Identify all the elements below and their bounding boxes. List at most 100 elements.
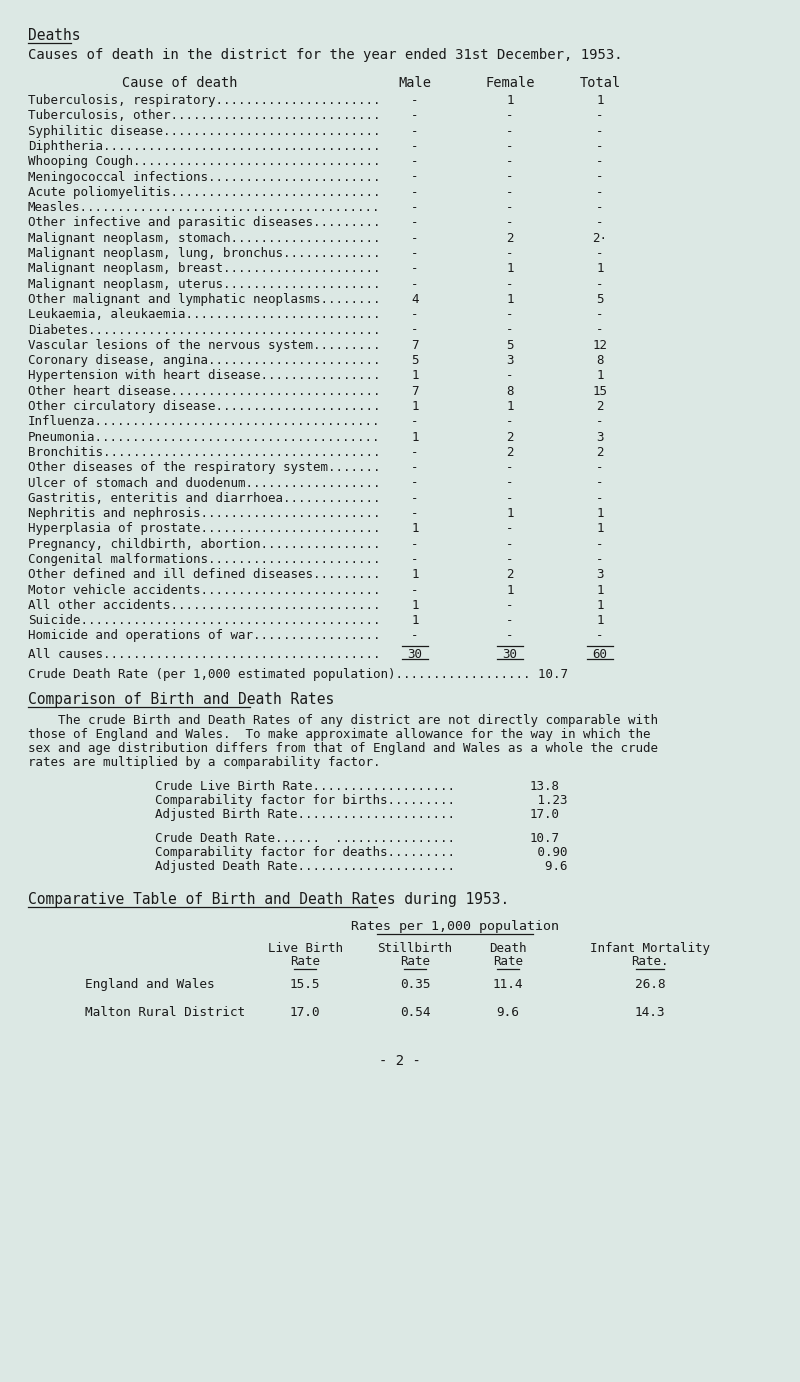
Text: Gastritis, enteritis and diarrhoea.............: Gastritis, enteritis and diarrhoea......… bbox=[28, 492, 381, 504]
Text: 13.8: 13.8 bbox=[530, 779, 560, 793]
Text: -: - bbox=[411, 124, 418, 138]
Text: 1: 1 bbox=[596, 583, 604, 597]
Text: -: - bbox=[411, 323, 418, 336]
Text: -: - bbox=[506, 140, 514, 153]
Text: Rates per 1,000 population: Rates per 1,000 population bbox=[351, 920, 559, 933]
Text: -: - bbox=[506, 598, 514, 612]
Text: All causes.....................................: All causes..............................… bbox=[28, 648, 381, 661]
Text: -: - bbox=[596, 462, 604, 474]
Text: 1: 1 bbox=[596, 263, 604, 275]
Text: Malignant neoplasm, lung, bronchus.............: Malignant neoplasm, lung, bronchus......… bbox=[28, 247, 381, 260]
Text: Tuberculosis, respiratory......................: Tuberculosis, respiratory...............… bbox=[28, 94, 381, 106]
Text: -: - bbox=[506, 109, 514, 122]
Text: -: - bbox=[596, 109, 604, 122]
Text: 2: 2 bbox=[596, 446, 604, 459]
Text: 30: 30 bbox=[502, 648, 518, 661]
Text: Rate.: Rate. bbox=[631, 955, 669, 967]
Text: 0.35: 0.35 bbox=[400, 978, 430, 991]
Text: -: - bbox=[506, 553, 514, 567]
Text: -: - bbox=[506, 185, 514, 199]
Text: -: - bbox=[411, 629, 418, 643]
Text: 1: 1 bbox=[506, 293, 514, 305]
Text: Nephritis and nephrosis........................: Nephritis and nephrosis.................… bbox=[28, 507, 381, 520]
Text: Congenital malformations.......................: Congenital malformations................… bbox=[28, 553, 381, 567]
Text: -: - bbox=[506, 202, 514, 214]
Text: 1: 1 bbox=[506, 94, 514, 106]
Text: 0.90: 0.90 bbox=[530, 846, 567, 858]
Text: Meningococcal infections.......................: Meningococcal infections................… bbox=[28, 170, 381, 184]
Text: Measles........................................: Measles.................................… bbox=[28, 202, 381, 214]
Text: 10.7: 10.7 bbox=[530, 832, 560, 844]
Text: -: - bbox=[411, 416, 418, 428]
Text: 60: 60 bbox=[593, 648, 607, 661]
Text: -: - bbox=[596, 308, 604, 321]
Text: Ulcer of stomach and duodenum..................: Ulcer of stomach and duodenum...........… bbox=[28, 477, 381, 489]
Text: -: - bbox=[596, 124, 604, 138]
Text: 17.0: 17.0 bbox=[530, 808, 560, 821]
Text: Vascular lesions of the nervous system.........: Vascular lesions of the nervous system..… bbox=[28, 339, 381, 352]
Text: -: - bbox=[506, 369, 514, 383]
Text: Female: Female bbox=[486, 76, 534, 90]
Text: Comparability factor for births.........: Comparability factor for births......... bbox=[155, 793, 455, 807]
Text: -: - bbox=[506, 538, 514, 550]
Text: Motor vehicle accidents........................: Motor vehicle accidents.................… bbox=[28, 583, 381, 597]
Text: 3: 3 bbox=[596, 568, 604, 582]
Text: -: - bbox=[506, 522, 514, 535]
Text: Live Birth: Live Birth bbox=[267, 941, 342, 955]
Text: 14.3: 14.3 bbox=[634, 1006, 666, 1019]
Text: 5: 5 bbox=[411, 354, 418, 368]
Text: -: - bbox=[506, 124, 514, 138]
Text: -: - bbox=[411, 202, 418, 214]
Text: 1: 1 bbox=[411, 399, 418, 413]
Text: The crude Birth and Death Rates of any district are not directly comparable with: The crude Birth and Death Rates of any d… bbox=[28, 713, 658, 727]
Text: 8: 8 bbox=[506, 384, 514, 398]
Text: 1: 1 bbox=[596, 598, 604, 612]
Text: 12: 12 bbox=[593, 339, 607, 352]
Text: Tuberculosis, other............................: Tuberculosis, other.....................… bbox=[28, 109, 381, 122]
Text: 1: 1 bbox=[506, 507, 514, 520]
Text: Total: Total bbox=[579, 76, 621, 90]
Text: 8: 8 bbox=[596, 354, 604, 368]
Text: 15: 15 bbox=[593, 384, 607, 398]
Text: -: - bbox=[596, 155, 604, 169]
Text: 1: 1 bbox=[596, 522, 604, 535]
Text: 1: 1 bbox=[596, 614, 604, 627]
Text: Other diseases of the respiratory system.......: Other diseases of the respiratory system… bbox=[28, 462, 381, 474]
Text: Male: Male bbox=[398, 76, 431, 90]
Text: 1: 1 bbox=[411, 568, 418, 582]
Text: 2: 2 bbox=[506, 568, 514, 582]
Text: Other malignant and lymphatic neoplasms........: Other malignant and lymphatic neoplasms.… bbox=[28, 293, 381, 305]
Text: Pneumonia......................................: Pneumonia...............................… bbox=[28, 431, 381, 444]
Text: Rate: Rate bbox=[290, 955, 320, 967]
Text: 4: 4 bbox=[411, 293, 418, 305]
Text: Bronchitis.....................................: Bronchitis..............................… bbox=[28, 446, 381, 459]
Text: 1: 1 bbox=[411, 522, 418, 535]
Text: -: - bbox=[506, 416, 514, 428]
Text: 0.54: 0.54 bbox=[400, 1006, 430, 1019]
Text: 1: 1 bbox=[506, 263, 514, 275]
Text: Homicide and operations of war.................: Homicide and operations of war..........… bbox=[28, 629, 381, 643]
Text: -: - bbox=[411, 109, 418, 122]
Text: 30: 30 bbox=[407, 648, 422, 661]
Text: 1: 1 bbox=[506, 399, 514, 413]
Text: -: - bbox=[596, 185, 604, 199]
Text: 2: 2 bbox=[506, 431, 514, 444]
Text: -: - bbox=[411, 553, 418, 567]
Text: 3: 3 bbox=[596, 431, 604, 444]
Text: rates are multiplied by a comparability factor.: rates are multiplied by a comparability … bbox=[28, 756, 381, 768]
Text: -: - bbox=[506, 247, 514, 260]
Text: 2: 2 bbox=[596, 399, 604, 413]
Text: 2·: 2· bbox=[593, 232, 607, 245]
Text: Syphilitic disease.............................: Syphilitic disease......................… bbox=[28, 124, 381, 138]
Text: -: - bbox=[506, 323, 514, 336]
Text: Cause of death: Cause of death bbox=[122, 76, 238, 90]
Text: -: - bbox=[411, 170, 418, 184]
Text: -: - bbox=[411, 140, 418, 153]
Text: Adjusted Death Rate.....................: Adjusted Death Rate..................... bbox=[155, 860, 455, 873]
Text: -: - bbox=[596, 492, 604, 504]
Text: -: - bbox=[506, 308, 514, 321]
Text: 1: 1 bbox=[596, 94, 604, 106]
Text: 11.4: 11.4 bbox=[493, 978, 523, 991]
Text: All other accidents............................: All other accidents.....................… bbox=[28, 598, 381, 612]
Text: Comparative Table of Birth and Death Rates during 1953.: Comparative Table of Birth and Death Rat… bbox=[28, 891, 510, 907]
